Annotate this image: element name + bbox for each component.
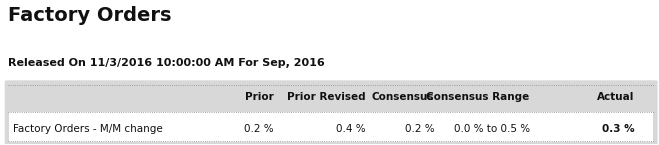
Text: 0.3 %: 0.3 % bbox=[602, 124, 635, 134]
Text: Actual: Actual bbox=[597, 92, 635, 102]
Text: Prior: Prior bbox=[245, 92, 273, 102]
Text: Released On 11/3/2016 10:00:00 AM For Sep, 2016: Released On 11/3/2016 10:00:00 AM For Se… bbox=[8, 58, 325, 68]
Text: 0.4 %: 0.4 % bbox=[336, 124, 366, 134]
Text: Factory Orders: Factory Orders bbox=[8, 6, 171, 25]
Bar bbox=[9, 112, 653, 143]
Text: 0.2 %: 0.2 % bbox=[405, 124, 434, 134]
Text: 0.0 % to 0.5 %: 0.0 % to 0.5 % bbox=[453, 124, 530, 134]
Text: Factory Orders - M/M change: Factory Orders - M/M change bbox=[13, 124, 163, 134]
Text: Consensus Range: Consensus Range bbox=[426, 92, 530, 102]
Text: Prior Revised: Prior Revised bbox=[287, 92, 366, 102]
FancyBboxPatch shape bbox=[5, 80, 658, 144]
Text: Consensus: Consensus bbox=[372, 92, 434, 102]
Text: 0.2 %: 0.2 % bbox=[244, 124, 273, 134]
